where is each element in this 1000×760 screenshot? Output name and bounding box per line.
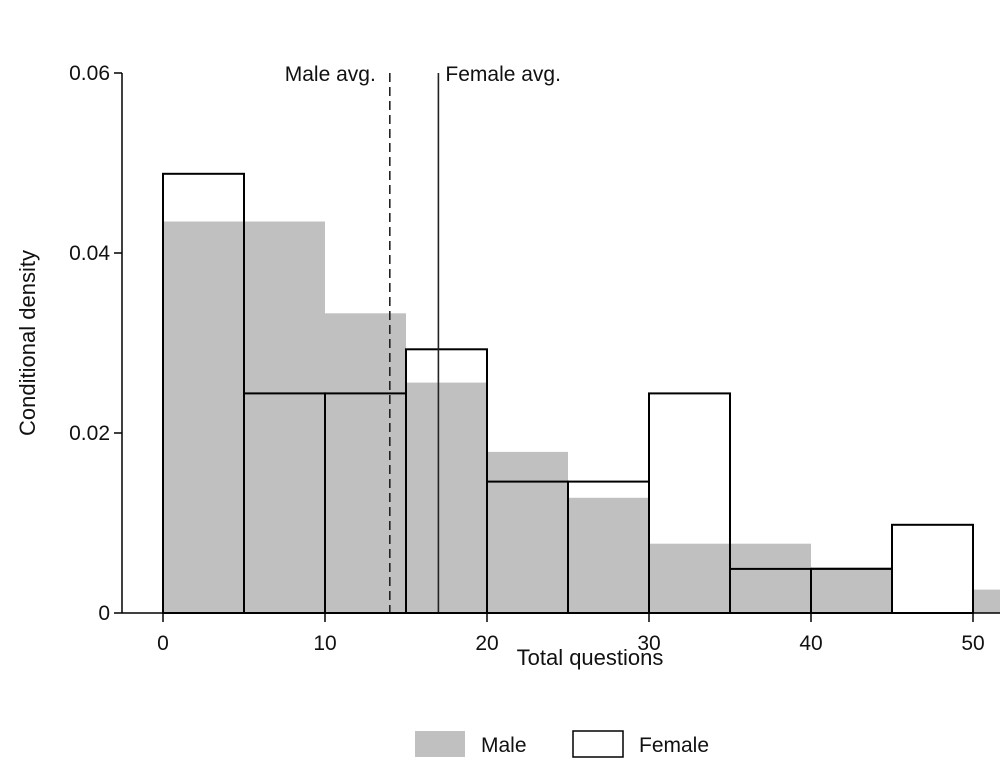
x-tick-label: 50 [961, 632, 984, 655]
male-bar [487, 451, 568, 613]
female-legend-label: Female [639, 734, 709, 757]
x-tick-label: 30 [637, 632, 660, 655]
male-legend-label: Male [481, 734, 527, 757]
x-tick-label: 10 [313, 632, 336, 655]
average-lines: Male avg. Female avg. [285, 63, 561, 613]
male-bars [163, 221, 1000, 613]
y-tick-label: 0.02 [69, 422, 110, 445]
male-average-label: Male avg. [285, 63, 376, 86]
x-tick-label: 40 [799, 632, 822, 655]
male-bar [406, 382, 487, 613]
female-bar [891, 523, 974, 614]
male-bar [730, 543, 811, 613]
x-axis-title: Total questions [517, 645, 664, 670]
y-tick-label: 0 [98, 602, 110, 625]
y-tick-label: 0.04 [69, 242, 110, 265]
male-legend-swatch [415, 731, 465, 757]
female-legend-swatch [572, 730, 624, 758]
female-average-label: Female avg. [445, 63, 561, 86]
y-tick-label: 0.06 [69, 62, 110, 85]
male-bar [811, 567, 892, 613]
male-bar [325, 313, 406, 613]
axes: 0 0.02 0.04 0.06 0 10 20 30 40 50 [69, 62, 1000, 655]
male-bar [649, 543, 730, 613]
male-bar [568, 497, 649, 613]
male-bar [244, 221, 325, 613]
male-bar [973, 589, 1000, 613]
x-tick-label: 20 [475, 632, 498, 655]
legend: Male Female [415, 730, 709, 758]
male-bar [163, 221, 244, 613]
y-axis-title: Conditional density [15, 250, 40, 436]
x-tick-label: 0 [157, 632, 169, 655]
